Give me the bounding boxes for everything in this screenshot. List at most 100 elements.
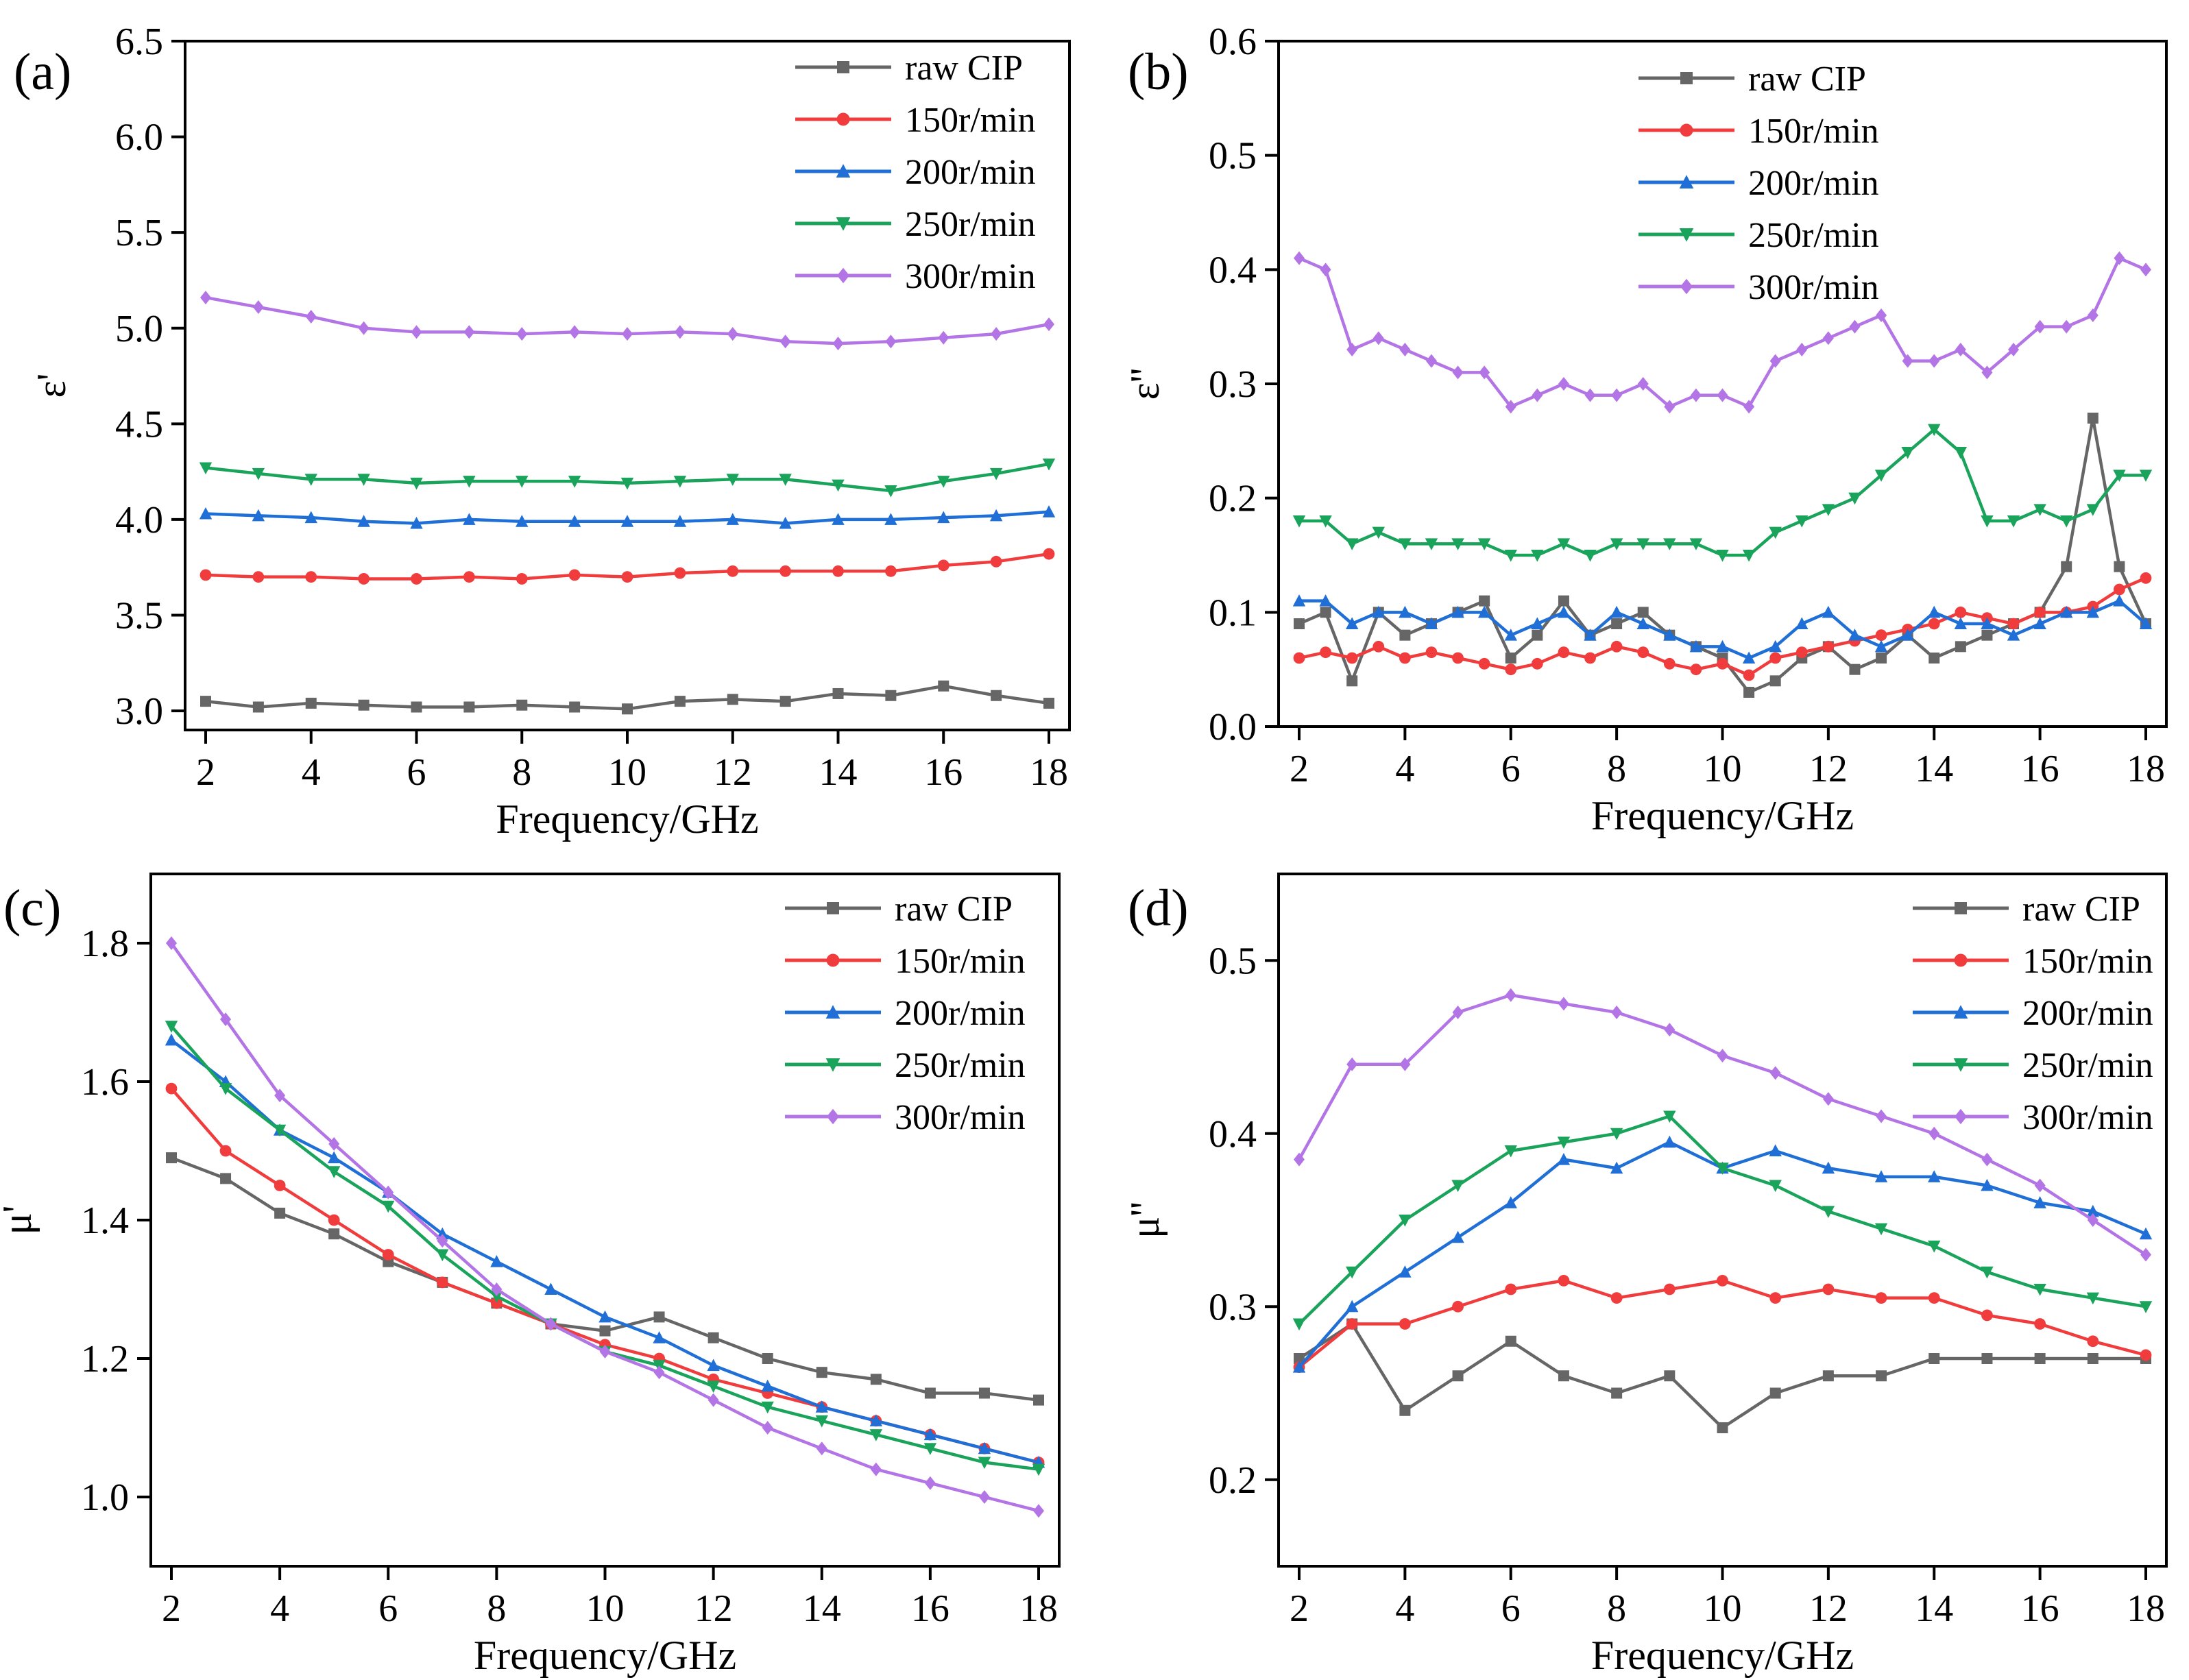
data-point	[1636, 538, 1649, 550]
x-tick-label: 12	[1809, 748, 1848, 790]
data-point	[673, 476, 687, 488]
data-point	[622, 703, 633, 715]
chart-panel-1: 2 4 6 8 10 12 14 16 18 3.0 3.5 4.0 4.5 5.0 5.5 6.0 6.5 Fr…	[14, 21, 1071, 842]
data-point	[1848, 492, 1861, 505]
data-point	[1346, 652, 1358, 664]
data-point	[274, 1207, 286, 1219]
data-point	[1610, 605, 1623, 618]
data-point	[252, 509, 265, 522]
data-point	[1372, 605, 1385, 618]
y-tick-label: 3.5	[115, 595, 163, 637]
data-point	[1928, 1240, 1941, 1253]
legend-marker	[1680, 278, 1693, 295]
data-point	[978, 1457, 991, 1470]
data-point	[869, 1429, 883, 1441]
data-point	[1874, 1170, 1888, 1182]
data-point	[653, 1365, 665, 1380]
data-point	[779, 565, 792, 577]
data-point	[1663, 1283, 1676, 1295]
data-point	[568, 515, 581, 527]
data-point	[1294, 1152, 1305, 1167]
data-point	[1981, 365, 1993, 380]
data-point	[1584, 652, 1596, 664]
data-point	[1346, 343, 1358, 356]
legend-label: 200r/min	[1748, 164, 1879, 203]
legend-label: raw CIP	[1748, 60, 1866, 99]
data-point	[1399, 343, 1411, 356]
data-point	[2139, 1301, 2153, 1313]
data-point	[1690, 664, 1702, 676]
data-point	[2086, 1292, 2100, 1305]
series-150r-min	[199, 548, 1055, 585]
data-point	[1610, 538, 1623, 550]
data-point	[1928, 1292, 1940, 1304]
data-point	[2140, 1349, 2152, 1361]
data-point	[1822, 640, 1835, 653]
legend-entry: raw CIP	[1638, 60, 1866, 99]
series-raw-cip	[200, 680, 1054, 715]
legend-label: 250r/min	[2022, 1046, 2153, 1085]
data-point	[1292, 1318, 1306, 1331]
data-point	[1346, 675, 1358, 687]
data-point	[1584, 550, 1597, 562]
data-point	[1399, 1318, 1411, 1330]
data-point	[1955, 343, 1966, 356]
data-point	[1928, 653, 1940, 664]
x-tick-label: 2	[162, 1587, 181, 1630]
data-point	[1610, 640, 1623, 653]
data-point	[410, 477, 423, 490]
data-point	[1664, 1023, 1676, 1037]
data-point	[1876, 1370, 1887, 1382]
data-point	[1928, 1170, 1941, 1182]
data-point	[1584, 388, 1596, 402]
legend-label: 150r/min	[2022, 942, 2153, 981]
legend-entry: 200r/min	[1913, 994, 2153, 1033]
data-point	[990, 555, 1002, 568]
data-point	[1557, 1136, 1571, 1149]
x-tick-label: 6	[1501, 748, 1521, 790]
data-point	[1664, 400, 1676, 414]
data-point	[1504, 1196, 1517, 1208]
y-tick-label: 1.4	[81, 1200, 129, 1242]
data-point	[1452, 1300, 1464, 1313]
chart-panel-4: 2 4 6 8 10 12 14 16 18 0.2 0.3 0.4 0.5 Frequency/GHz μ…	[1122, 873, 2168, 1678]
data-point	[1610, 1292, 1623, 1304]
data-point	[1874, 640, 1888, 653]
data-point	[1477, 605, 1491, 618]
data-point	[383, 1185, 394, 1200]
legend-label: 150r/min	[895, 942, 1026, 981]
data-point	[870, 1462, 882, 1476]
data-point	[1042, 505, 1056, 518]
legend-label: 200r/min	[2022, 994, 2153, 1033]
data-point	[1716, 550, 1729, 562]
data-point	[1822, 1283, 1835, 1295]
series-line	[1298, 1115, 2146, 1326]
legend-entry: 300r/min	[785, 1098, 1026, 1137]
data-point	[1795, 646, 1808, 659]
data-point	[1292, 515, 1306, 528]
data-point	[1955, 606, 1967, 618]
data-point	[1769, 1180, 1782, 1193]
data-point	[491, 1282, 503, 1296]
data-point	[779, 334, 791, 349]
data-point	[463, 571, 475, 583]
data-point	[2114, 251, 2125, 265]
data-point	[1425, 538, 1438, 550]
data-point	[1610, 1128, 1623, 1141]
data-point	[1928, 354, 1940, 368]
data-point	[1954, 617, 1968, 629]
legend-label: 250r/min	[905, 205, 1036, 244]
data-point	[411, 573, 422, 585]
x-tick-label: 4	[1395, 1587, 1414, 1630]
data-point	[1452, 365, 1464, 380]
data-point	[599, 1325, 611, 1337]
data-point	[832, 337, 844, 351]
data-point	[2113, 470, 2126, 482]
data-point	[707, 1359, 720, 1372]
data-point	[1637, 607, 1649, 618]
chart-panel-3: 2 4 6 8 10 12 14 16 18 1.0 1.2 1.4 1.6 1.8 Frequency/G…	[0, 873, 1061, 1678]
y-tick-label: 0.5	[1209, 940, 1257, 982]
data-point	[620, 515, 634, 527]
data-point	[598, 1310, 612, 1323]
data-point	[1479, 365, 1490, 380]
